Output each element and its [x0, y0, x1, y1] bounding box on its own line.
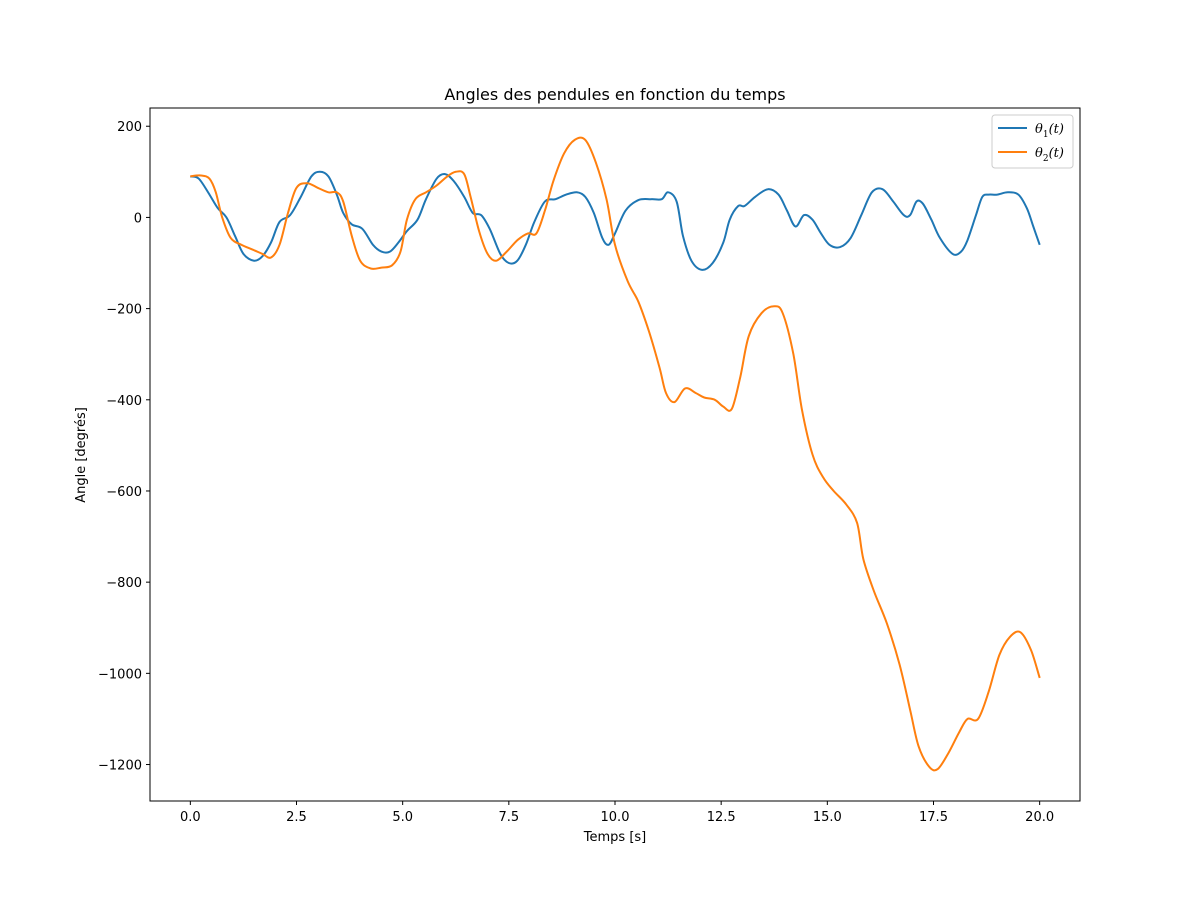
- series-line-theta2: [190, 136, 1041, 772]
- x-tick-label: 10.0: [601, 810, 630, 825]
- y-tick-label: −400: [106, 394, 142, 409]
- y-axis-label: Angle [degrés]: [74, 407, 89, 503]
- x-tick-label: 20.0: [1025, 810, 1054, 825]
- legend: θ1(t) θ2(t): [991, 114, 1074, 169]
- y-tick-label: 200: [117, 120, 142, 135]
- y-tick-label: −200: [106, 303, 142, 318]
- x-tick-label: 15.0: [813, 810, 842, 825]
- x-axis-label: Temps [s]: [583, 830, 646, 845]
- x-tick-label: 7.5: [498, 810, 519, 825]
- series-layer: [190, 136, 1041, 772]
- y-tick-label: −800: [106, 576, 142, 591]
- y-axis: 200 0 −200 −400 −600 −800 −1000 −1200: [98, 120, 150, 774]
- y-tick-label: −1200: [98, 759, 142, 774]
- x-tick-label: 12.5: [707, 810, 736, 825]
- y-tick-label: −600: [106, 485, 142, 500]
- y-tick-label: 0: [134, 211, 142, 226]
- x-axis: 0.0 2.5 5.0 7.5 10.0 12.5 15.0 17.5 20.0: [180, 801, 1054, 825]
- y-tick-label: −1000: [98, 667, 142, 682]
- x-tick-label: 2.5: [286, 810, 307, 825]
- x-tick-label: 5.0: [392, 810, 413, 825]
- legend-label-theta2: θ2(t): [1035, 146, 1064, 164]
- legend-label-theta1: θ1(t): [1035, 122, 1064, 140]
- x-tick-label: 0.0: [180, 810, 201, 825]
- chart-title: Angles des pendules en fonction du temps: [444, 85, 785, 104]
- x-tick-label: 17.5: [919, 810, 948, 825]
- series-line-theta1: [190, 170, 1041, 271]
